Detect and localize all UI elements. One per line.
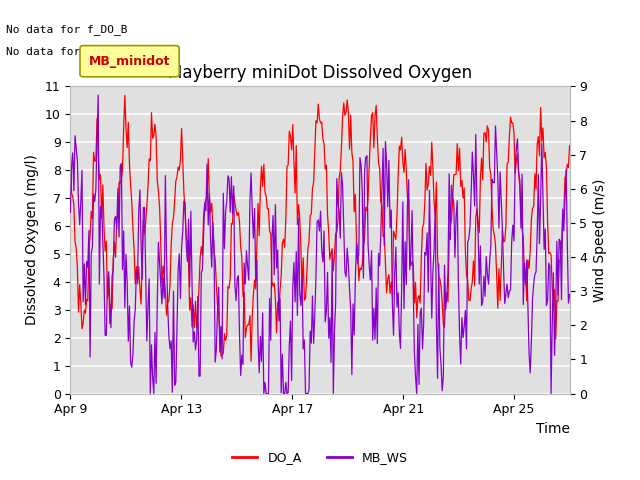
Y-axis label: Wind Speed (m/s): Wind Speed (m/s) [593, 178, 607, 302]
Legend: DO_A, MB_WS: DO_A, MB_WS [227, 446, 413, 469]
X-axis label: Time: Time [536, 422, 570, 436]
Text: No data for f_DO_B: No data for f_DO_B [6, 24, 128, 35]
Y-axis label: Dissolved Oxygen (mg/l): Dissolved Oxygen (mg/l) [25, 155, 39, 325]
Title: Mayberry miniDot Dissolved Oxygen: Mayberry miniDot Dissolved Oxygen [168, 64, 472, 82]
Text: No data for f_DO_C: No data for f_DO_C [6, 46, 128, 57]
Text: MB_minidot: MB_minidot [89, 55, 170, 68]
